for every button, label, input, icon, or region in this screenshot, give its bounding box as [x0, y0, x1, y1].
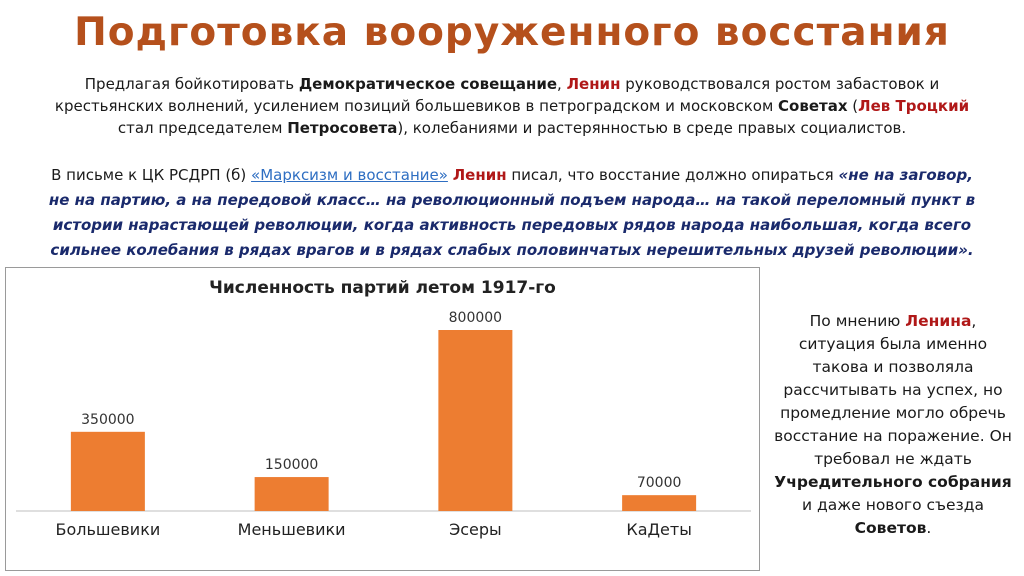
text: , [557, 75, 567, 93]
text: ( [847, 97, 859, 115]
text: ), колебаниями и растерянностью в среде … [397, 119, 907, 137]
text: требовал не ждать [814, 450, 972, 468]
name-lenin: Ленин [566, 75, 621, 93]
bar [254, 477, 329, 511]
letter-paragraph: В письме к ЦК РСДРП (б) «Марксизм и восс… [0, 163, 1024, 263]
text: рассчитывать на успех, но [783, 381, 1003, 399]
category-label: КаДеты [626, 520, 691, 539]
chart-canvas: 350000 Большевики 150000 Меньшевики 800000 Эс… [16, 310, 751, 539]
text: и даже нового съезда [802, 496, 984, 514]
text: промедление могло обречь [780, 404, 1006, 422]
quote-line: сильнее колебания в рядах врагов и в ряд… [50, 241, 974, 259]
bar [622, 495, 697, 511]
term-democratic-conference: Демократическое совещание [298, 75, 558, 93]
quote-line: истории нарастающей революции, когда акт… [52, 216, 972, 234]
intro-paragraph: Предлагая бойкотировать Демократическое … [0, 73, 1024, 139]
text: . [926, 519, 932, 537]
text: крестьянских волнений, усилением позиций… [54, 97, 779, 115]
text: восстание на поражение. Он [774, 427, 1012, 445]
name-lenin: Ленин [452, 166, 507, 184]
text: такова и позволяла [812, 358, 974, 376]
data-label: 800000 [449, 310, 502, 326]
text: руководствовался ростом забастовок и [620, 75, 940, 93]
text: По мнению [809, 312, 906, 330]
text: В письме к ЦК РСДРП (б) [51, 166, 252, 184]
term-soviets: Советах [778, 97, 848, 115]
quote-start: «не на заговор, [838, 166, 973, 184]
text: писал, что восстание должно опираться [506, 166, 839, 184]
text: Предлагая бойкотировать [84, 75, 299, 93]
term-soviets: Советов [854, 519, 927, 537]
side-note: По мнению Ленина, ситуация была именно т… [762, 310, 1024, 540]
link-marxism-and-insurrection[interactable]: «Марксизм и восстание» [251, 166, 448, 184]
text: , [971, 312, 977, 330]
text: стал председателем [117, 119, 288, 137]
page-title: Подготовка вооруженного восстания [74, 10, 950, 55]
name-lenin: Ленина [905, 312, 972, 330]
party-membership-chart: Численность партий летом 1917-го 350000 Б… [5, 267, 760, 571]
name-trotsky: Лев Троцкий [858, 97, 970, 115]
bar [70, 431, 145, 511]
data-label: 70000 [637, 475, 682, 491]
data-label: 150000 [265, 457, 318, 473]
term-constituent-assembly: Учредительного собрания [774, 473, 1012, 491]
category-label: Большевики [55, 520, 160, 539]
category-label: Эсеры [449, 520, 502, 539]
term-petrosoviet: Петросовета [287, 119, 398, 137]
category-label: Меньшевики [238, 520, 346, 539]
data-label: 350000 [81, 412, 134, 428]
text: ситуация была именно [798, 335, 988, 353]
chart-title: Численность партий летом 1917-го [209, 278, 556, 298]
bar [438, 330, 513, 511]
quote-line: не на партию, а на передовой класс… на р… [48, 191, 976, 209]
